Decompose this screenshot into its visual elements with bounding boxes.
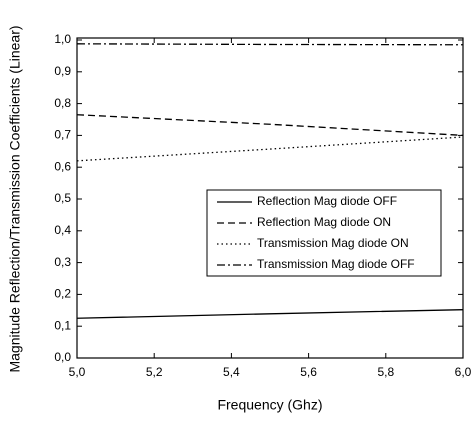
y-tick-label: 1,0 [54, 32, 71, 46]
x-axis-title: Frequency (Ghz) [217, 397, 322, 413]
x-tick-label: 5,8 [377, 365, 394, 379]
y-tick-label: 0,3 [54, 255, 71, 269]
y-tick-label: 0,9 [54, 64, 71, 78]
y-tick-label: 0,4 [54, 223, 71, 237]
legend-label: Transmission Mag diode ON [257, 236, 409, 250]
legend-box [206, 189, 442, 277]
x-tick-label: 5,2 [146, 365, 163, 379]
y-tick-label: 0,8 [54, 96, 71, 110]
series-line [76, 136, 464, 162]
x-tick-label: 5,6 [300, 365, 317, 379]
series-line [76, 309, 464, 319]
y-tick-label: 0,1 [54, 318, 71, 332]
x-tick-label: 5,4 [223, 365, 240, 379]
y-axis-title: Magnitude Reflection/Transmission Coeffi… [7, 25, 23, 372]
y-tick-label: 0,0 [54, 350, 71, 364]
plot-frame [76, 37, 464, 359]
y-tick-label: 0,7 [54, 128, 71, 142]
legend-label: Transmission Mag diode OFF [257, 257, 415, 271]
y-tick-label: 0,5 [54, 191, 71, 205]
x-tick-label: 5,0 [69, 365, 86, 379]
y-tick-label: 0,2 [54, 287, 71, 301]
x-tick-label: 6,0 [455, 365, 472, 379]
series-line [76, 114, 464, 137]
series-line [76, 43, 464, 46]
y-tick-label: 0,6 [54, 159, 71, 173]
legend-label: Reflection Mag diode OFF [257, 194, 397, 208]
legend-label: Reflection Mag diode ON [257, 215, 391, 229]
